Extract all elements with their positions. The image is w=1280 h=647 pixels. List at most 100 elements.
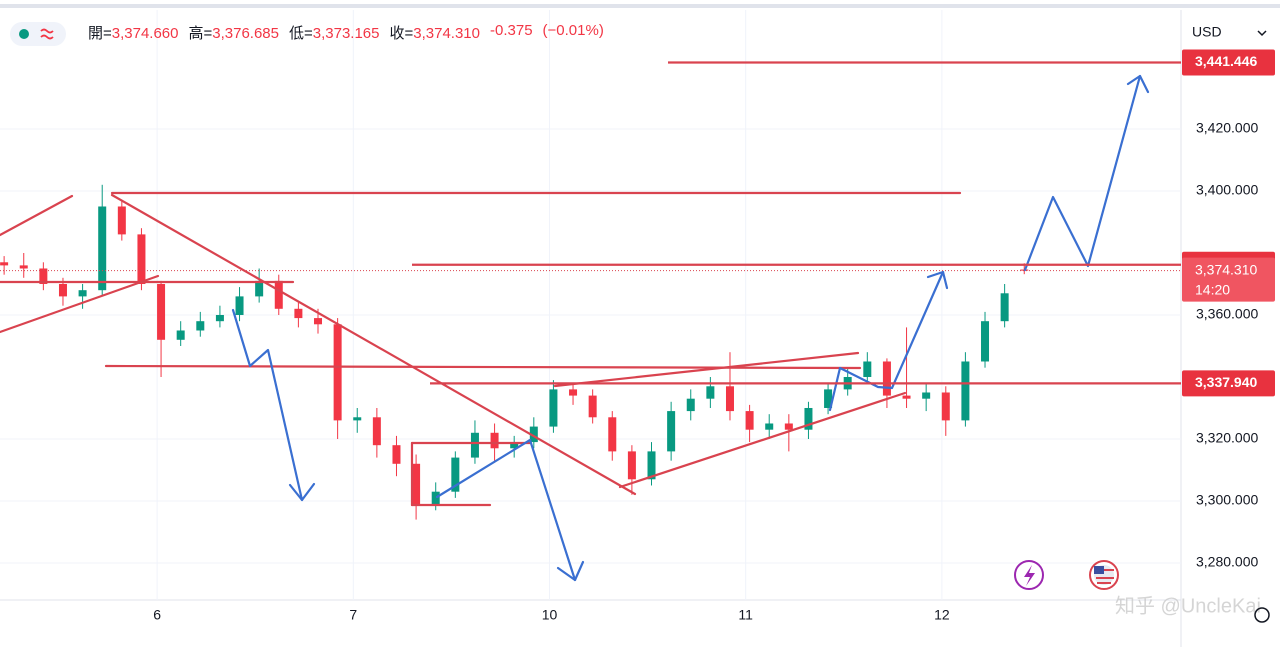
- drawings: [0, 74, 1150, 582]
- projection-arrows: [231, 74, 1150, 582]
- arrow-head: [1126, 74, 1150, 94]
- ohlc-label: 高=: [188, 25, 213, 42]
- candle-body: [490, 432, 499, 449]
- price-label: 3,374.310: [1195, 261, 1257, 277]
- candle-body: [667, 411, 676, 452]
- y-tick-label: 3,280.000: [1196, 554, 1258, 570]
- candle-body: [274, 280, 283, 309]
- arrow-head: [556, 560, 585, 582]
- price-label: 3,337.940: [1195, 374, 1257, 390]
- currency: USD: [1192, 24, 1222, 40]
- trend-line: [618, 391, 907, 489]
- ohlc-item: 開=3,374.660: [88, 22, 179, 43]
- candle-body: [255, 280, 264, 297]
- candle-body: [1000, 293, 1009, 322]
- candle-body: [39, 268, 48, 284]
- candle-body: [882, 361, 891, 396]
- ohlc-item: 高=3,376.685: [189, 22, 280, 43]
- candle-body: [981, 321, 990, 362]
- approx-icon: [40, 28, 54, 40]
- candle-body: [0, 262, 9, 266]
- candle-body: [372, 417, 381, 446]
- candle-body: [804, 407, 813, 430]
- candle-body: [647, 451, 656, 480]
- candle-body: [78, 290, 87, 297]
- trend-lines: [0, 191, 962, 507]
- candle-body: [627, 451, 636, 480]
- candle-body: [529, 426, 538, 443]
- candle-body: [235, 296, 244, 315]
- candle-body: [137, 234, 146, 284]
- candle-body: [902, 395, 911, 399]
- x-tick-label: 7: [349, 607, 357, 623]
- candle-body: [745, 411, 754, 430]
- price-label-box: [1182, 257, 1275, 302]
- candle-body: [353, 417, 362, 421]
- candle-body: [588, 395, 597, 418]
- candle-body: [412, 463, 421, 505]
- y-tick-label: 3,360.000: [1196, 306, 1258, 322]
- candle-body: [784, 423, 793, 430]
- y-tick-label: 3,420.000: [1196, 120, 1258, 136]
- event-icons: [1014, 560, 1119, 590]
- candle-body: [176, 330, 185, 340]
- trend-line: [0, 274, 160, 334]
- ohlc-value: 3,373.165: [312, 25, 380, 42]
- price-label-box: [1182, 49, 1275, 76]
- ohlc-label: 開=: [88, 25, 112, 42]
- price-label-box: [1182, 370, 1275, 397]
- candle-body: [510, 442, 519, 449]
- candle-body: [98, 206, 107, 291]
- x-tick-label: 6: [153, 607, 161, 623]
- price-label: 3,441.446: [1195, 53, 1257, 69]
- currency-select[interactable]: [1183, 15, 1275, 51]
- candle-body: [431, 491, 440, 505]
- x-tick-label: 10: [542, 607, 558, 623]
- arrow-head: [288, 482, 316, 502]
- arrow: [828, 270, 945, 412]
- candle-body: [961, 361, 970, 421]
- lightning: [1024, 565, 1035, 586]
- candle-body: [549, 389, 558, 427]
- candle-body: [117, 206, 126, 235]
- candle-body: [569, 389, 578, 396]
- arrow: [435, 438, 577, 582]
- ohlc-value: 3,376.685: [212, 25, 279, 42]
- x-tick-label: 12: [934, 607, 950, 623]
- candle-body: [765, 423, 774, 430]
- trend-line: [553, 351, 860, 388]
- candle-body: [608, 417, 617, 452]
- arrow: [1023, 74, 1142, 272]
- candle-body: [392, 445, 401, 464]
- candle-body: [725, 386, 734, 412]
- chevron: [1257, 30, 1267, 37]
- arrow: [231, 308, 304, 502]
- y-tick-label: 3,320.000: [1196, 430, 1258, 446]
- settings-icon[interactable]: [1254, 607, 1270, 623]
- y-tick-label: 3,300.000: [1196, 492, 1258, 508]
- candle-body: [196, 321, 205, 331]
- ohlc-header: 開=3,374.660 高=3,376.685 低=3,373.165 收=3,374…: [88, 22, 604, 43]
- status-pill[interactable]: [10, 22, 66, 46]
- x-tick-label: 11: [738, 607, 753, 623]
- candle-body: [686, 398, 695, 412]
- status-dot: [19, 29, 29, 39]
- candle-body: [922, 392, 931, 399]
- candle-body: [19, 265, 28, 269]
- price-labels: 3,441.4463,376.1993,374.31014:203,337.94…: [0, 49, 1275, 397]
- ohlc-item: 收=3,374.310: [390, 22, 481, 43]
- candle-body: [941, 392, 950, 421]
- trend-line: [0, 194, 74, 237]
- trend-line: [104, 364, 862, 370]
- candle-body: [157, 283, 166, 340]
- ohlc-value: 3,374.660: [111, 25, 179, 42]
- ohlc-value: 3,374.310: [413, 25, 480, 42]
- candle-body: [294, 308, 303, 319]
- change: (−0.01%): [542, 22, 604, 39]
- ohlc-item: 低=3,373.165: [289, 22, 380, 43]
- grid: [0, 10, 1181, 600]
- watermark: 知乎 @UncleKai: [1115, 594, 1261, 617]
